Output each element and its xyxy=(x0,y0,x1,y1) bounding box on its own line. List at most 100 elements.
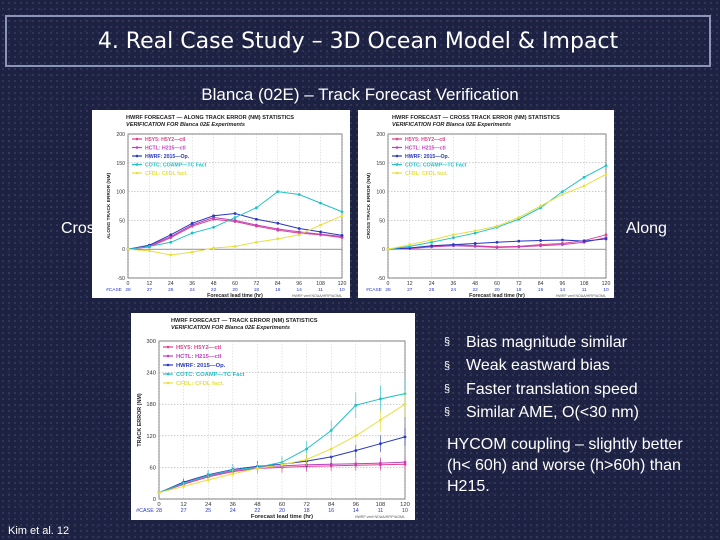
x-tick-label: 12 xyxy=(147,281,153,287)
x-tick-label: 72 xyxy=(516,281,522,287)
y-axis-label: ALONG TRACK ERROR (NM) xyxy=(106,173,112,239)
legend-marker xyxy=(395,154,399,158)
case-count-label: 18 xyxy=(304,508,310,514)
legend-label: HCTL: H215—ctl xyxy=(145,146,186,152)
x-tick-label: 84 xyxy=(538,281,544,287)
data-point xyxy=(231,472,235,476)
case-count-label: 24 xyxy=(190,287,196,293)
bullet-marker: § xyxy=(444,382,451,395)
chart-footer: HWRF verif NOAA/HFIP/AOML xyxy=(292,294,342,298)
case-row-label: #CASE xyxy=(136,508,154,514)
data-point xyxy=(379,442,382,446)
bullet-item: § Weak eastward bias xyxy=(444,354,639,377)
data-point xyxy=(473,229,477,233)
data-point xyxy=(517,216,521,219)
data-point xyxy=(452,243,455,246)
data-point xyxy=(473,231,477,235)
along-label: Along xyxy=(626,220,667,237)
data-point xyxy=(430,240,433,244)
x-tick-label: 24 xyxy=(168,281,174,287)
case-count-label: 22 xyxy=(473,287,479,293)
legend-label: HWRF: 2015—Op. xyxy=(145,154,190,160)
case-count-label: 25 xyxy=(429,287,435,293)
case-count-label: 10 xyxy=(402,508,408,514)
data-point xyxy=(561,238,564,242)
y-tick-label: 50 xyxy=(119,218,125,224)
legend-label: HWRF: 2015—Op. xyxy=(176,363,226,369)
case-count-label: 24 xyxy=(230,508,236,514)
y-axis-label: CROSS TRACK ERROR (NM) xyxy=(366,173,372,239)
data-point xyxy=(495,246,499,249)
data-point xyxy=(408,243,412,246)
data-point xyxy=(148,249,151,253)
legend-label: HWRF: 2015—Op. xyxy=(405,154,450,160)
legend-marker xyxy=(395,163,399,166)
data-point xyxy=(582,175,586,179)
data-point xyxy=(517,245,521,249)
y-tick-label: 150 xyxy=(116,161,125,167)
data-point xyxy=(297,233,301,237)
y-tick-label: 300 xyxy=(146,339,156,345)
data-point xyxy=(256,467,259,470)
x-axis-label: Forecast lead time (hr) xyxy=(251,514,313,520)
legend-marker xyxy=(135,171,139,175)
y-tick-label: 100 xyxy=(376,190,385,196)
y-axis-label: TRACK ERROR (NM) xyxy=(137,393,143,447)
case-count-label: 11 xyxy=(582,287,587,293)
data-point xyxy=(182,481,185,485)
bullet-text: Weak eastward bias xyxy=(466,357,610,375)
case-count-label: 28 xyxy=(156,508,162,514)
data-point xyxy=(386,247,390,251)
legend-label: CFDL: CFDL fact. xyxy=(176,381,224,387)
x-tick-label: 12 xyxy=(180,502,186,508)
along-track-error-chart: HWRF FORECAST — ALONG TRACK ERROR (NM) S… xyxy=(92,110,350,298)
data-point xyxy=(297,230,301,234)
legend-marker xyxy=(166,372,170,376)
data-point xyxy=(212,225,215,229)
case-count-label: 14 xyxy=(560,287,566,293)
data-point xyxy=(452,233,455,237)
y-tick-label: -50 xyxy=(118,276,126,282)
data-point xyxy=(403,460,407,464)
x-tick-label: 108 xyxy=(376,502,386,508)
y-tick-label: -50 xyxy=(378,276,386,282)
case-row-label: #CASE xyxy=(106,287,122,293)
data-point xyxy=(276,227,280,231)
y-tick-label: 60 xyxy=(150,465,156,471)
data-point xyxy=(517,239,521,243)
data-point xyxy=(329,455,333,459)
data-point xyxy=(206,478,210,482)
data-point xyxy=(206,473,210,477)
hycom-note: HYCOM coupling – slightly better (h< 60h… xyxy=(447,436,683,495)
x-tick-label: 48 xyxy=(472,281,478,287)
case-count-label: 14 xyxy=(353,508,359,514)
bullet-marker: § xyxy=(444,359,451,372)
data-point xyxy=(604,233,608,237)
y-tick-label: 50 xyxy=(379,218,385,224)
data-point xyxy=(340,210,344,214)
x-tick-label: 108 xyxy=(580,281,589,287)
x-tick-label: 24 xyxy=(205,502,212,508)
x-tick-label: 120 xyxy=(602,281,611,287)
legend-marker xyxy=(166,363,170,367)
data-point xyxy=(148,244,151,248)
y-tick-label: 150 xyxy=(376,161,385,167)
legend-marker xyxy=(166,345,170,349)
case-count-label: 28 xyxy=(125,287,131,293)
data-point xyxy=(276,221,280,225)
case-count-label: 27 xyxy=(407,287,413,293)
cross-track-error-chart: HWRF FORECAST — CROSS TRACK ERROR (NM) S… xyxy=(358,110,614,298)
x-tick-label: 48 xyxy=(211,281,217,287)
bullet-text: Bias magnitude similar xyxy=(466,334,627,351)
legend-marker xyxy=(395,171,399,175)
bullet-marker: § xyxy=(444,406,451,419)
x-tick-label: 120 xyxy=(400,502,410,508)
bullet-item: § Bias magnitude similar xyxy=(444,331,639,354)
legend-marker xyxy=(135,163,139,166)
data-point xyxy=(255,206,258,210)
data-point xyxy=(190,221,194,225)
chart-title: HWRF FORECAST — TRACK ERROR (NM) STATIST… xyxy=(171,318,318,324)
case-count-label: 22 xyxy=(254,508,260,514)
data-point xyxy=(276,190,280,193)
data-point xyxy=(280,463,284,467)
